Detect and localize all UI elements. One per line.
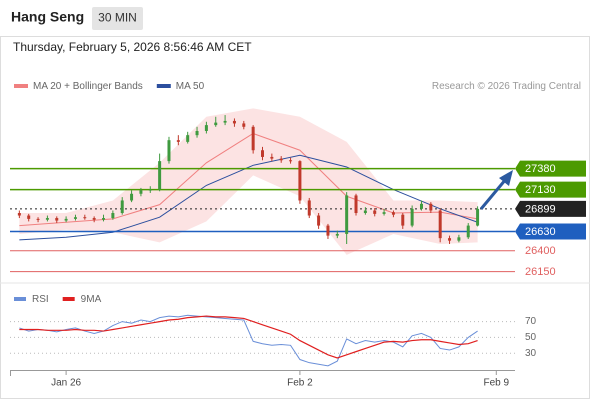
- candle-body: [401, 214, 405, 226]
- level-label: 26630: [525, 226, 556, 238]
- title: Hang Seng: [11, 9, 84, 25]
- candle-body: [55, 218, 59, 221]
- candle-body: [457, 237, 461, 241]
- candle-body: [289, 160, 293, 162]
- level-label: 26899: [525, 203, 556, 215]
- candle-body: [111, 213, 115, 219]
- legend-swatch: [156, 84, 171, 88]
- candle-body: [335, 233, 339, 236]
- candle-body: [429, 203, 433, 211]
- candle-body: [317, 215, 321, 226]
- candle-body: [195, 130, 199, 136]
- x-tick-label: Feb 2: [287, 378, 313, 389]
- candle-body: [204, 125, 208, 131]
- candle-body: [176, 140, 180, 142]
- candle-body: [261, 150, 264, 157]
- candle-body: [373, 210, 377, 214]
- candle-body: [438, 210, 442, 239]
- candle-body: [148, 189, 152, 191]
- candle-body: [167, 140, 171, 162]
- candle-body: [158, 161, 162, 190]
- candle-body: [307, 200, 311, 216]
- candle-body: [298, 161, 302, 201]
- candle-body: [279, 158, 283, 161]
- x-tick-label: Feb 9: [484, 378, 510, 389]
- level-tag: [515, 200, 586, 217]
- candle-body: [382, 212, 386, 214]
- candle-body: [130, 193, 134, 201]
- rsi-chart: RSI 9MA 70 50 30 Jan 26 Feb 2 Feb 9: [10, 294, 537, 389]
- level-tag: [515, 223, 586, 240]
- candle-body: [391, 212, 395, 215]
- candle-body: [419, 203, 423, 209]
- candle-body: [242, 123, 246, 127]
- level-label: 26150: [525, 266, 556, 278]
- candle-body: [73, 217, 77, 219]
- legend-label: RSI: [32, 294, 49, 305]
- legend-swatch: [14, 297, 26, 301]
- y-tick-label: 30: [525, 348, 537, 359]
- level-tag: [515, 181, 586, 198]
- level-tag: [515, 160, 586, 177]
- candle-body: [83, 217, 87, 219]
- bollinger-band: [19, 108, 478, 255]
- candle-body: [120, 200, 124, 214]
- candle-body: [448, 238, 452, 241]
- legend-label: 9MA: [81, 294, 102, 305]
- interval-button[interactable]: [92, 7, 143, 30]
- level-label: 26400: [525, 245, 556, 257]
- level-label: 27130: [525, 184, 556, 196]
- candle-body: [326, 225, 330, 236]
- interval-label[interactable]: 30 MIN: [98, 11, 137, 25]
- arrow-shaft: [479, 178, 508, 210]
- candle-body: [92, 218, 96, 220]
- candle-body: [214, 122, 218, 126]
- candle-body: [139, 190, 143, 194]
- legend-label: MA 50: [176, 81, 205, 92]
- candle-body: [476, 208, 480, 226]
- candle-body: [102, 218, 106, 220]
- candle-body: [223, 120, 227, 123]
- candle-body: [27, 215, 31, 219]
- rsi-line: [19, 315, 478, 359]
- x-tick-label: Jan 26: [51, 378, 81, 389]
- candle-body: [466, 225, 470, 238]
- rsi-line: [19, 314, 478, 367]
- candle-body: [354, 195, 358, 214]
- candle-body: [232, 120, 236, 124]
- candle-body: [345, 195, 349, 234]
- y-tick-label: 70: [525, 316, 537, 327]
- legend-label: MA 20 + Bollinger Bands: [33, 81, 143, 92]
- candle-body: [45, 218, 49, 220]
- candle-body: [363, 210, 367, 214]
- datetime: Thursday, February 5, 2026 8:56:46 AM CE…: [13, 40, 252, 54]
- y-tick-label: 50: [525, 332, 537, 343]
- candle-body: [186, 135, 190, 142]
- price-chart: MA 20 + Bollinger Bands MA 50 Research © 2…: [10, 81, 586, 278]
- candle-body: [410, 208, 414, 226]
- arrow-head: [499, 170, 513, 186]
- legend-swatch: [14, 84, 28, 88]
- level-label: 27380: [525, 163, 556, 175]
- forecast-arrow: [479, 170, 513, 210]
- moving-average: [19, 154, 478, 241]
- legend-swatch: [62, 297, 75, 301]
- candle-body: [270, 156, 274, 159]
- candle-body: [64, 218, 68, 221]
- source: Research © 2026 Trading Central: [432, 81, 581, 92]
- candle-body: [251, 126, 255, 151]
- candle-body: [17, 213, 21, 216]
- candle-body: [36, 218, 40, 220]
